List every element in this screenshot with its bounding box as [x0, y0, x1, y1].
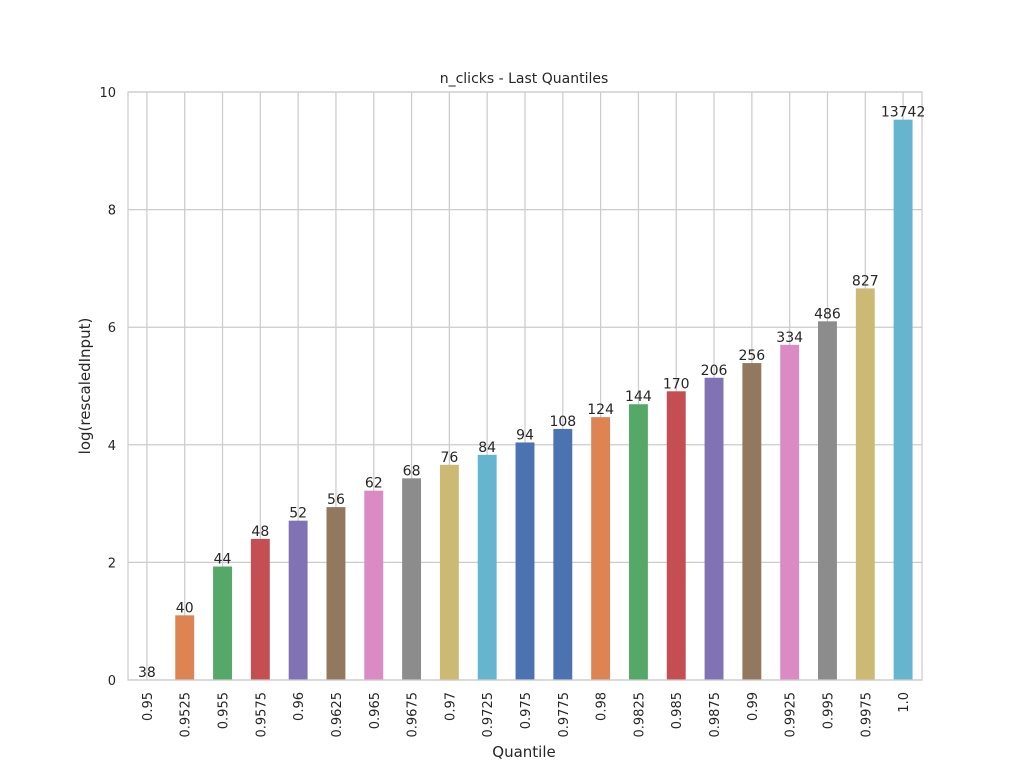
- x-tick-label: 0.9975: [859, 692, 874, 738]
- bar: [553, 428, 573, 680]
- bar: [402, 478, 422, 680]
- y-tick-label: 2: [108, 556, 116, 571]
- x-tick-label: 0.955: [217, 692, 232, 729]
- bar: [175, 615, 195, 680]
- bar: [326, 507, 346, 680]
- bar-value-label: 94: [516, 427, 534, 443]
- x-tick-label: 1.0: [897, 692, 912, 713]
- bar: [364, 490, 384, 680]
- x-tick-label: 0.9775: [557, 692, 572, 738]
- bar-value-label: 68: [403, 463, 421, 479]
- x-tick-label: 0.975: [519, 692, 534, 729]
- x-tick-label: 0.9625: [330, 692, 345, 738]
- bar-value-label: 62: [365, 476, 383, 492]
- bar-value-label: 334: [776, 330, 803, 346]
- x-tick-label: 0.99: [746, 692, 761, 721]
- bar-value-label: 144: [625, 389, 652, 405]
- bar: [213, 566, 232, 680]
- bar-value-labels: 38 40 44 48 52 56 62 68 76 84 94 108 124 144 170 206 256…: [138, 105, 925, 681]
- bar: [855, 288, 875, 680]
- y-axis-label: log(rescaledInput): [76, 318, 94, 455]
- chart-title: n_clicks - Last Quantiles: [440, 71, 609, 87]
- bar-value-label: 84: [478, 440, 496, 456]
- x-tick-label: 0.97: [443, 692, 458, 721]
- y-tick-label: 0: [108, 674, 116, 689]
- bar-value-label: 170: [663, 376, 690, 392]
- bar: [666, 391, 686, 680]
- bar-value-label: 40: [176, 600, 194, 616]
- bar-value-label: 13742: [881, 105, 926, 121]
- bar-value-label: 56: [327, 492, 345, 508]
- bar: [477, 454, 497, 680]
- bar-value-label: 256: [738, 348, 765, 364]
- x-tick-label: 0.96: [292, 692, 307, 721]
- x-axis-label: Quantile: [492, 743, 555, 761]
- bar: [742, 363, 762, 680]
- bar-value-label: 48: [251, 524, 269, 540]
- bar: [439, 464, 459, 680]
- bar: [780, 344, 800, 680]
- x-tick-label: 0.965: [368, 692, 383, 729]
- x-tick-label: 0.995: [821, 692, 836, 729]
- bar: [591, 417, 611, 680]
- bar-value-label: 44: [214, 552, 232, 568]
- x-tick-label: 0.985: [670, 692, 685, 729]
- bar: [818, 321, 837, 680]
- x-tick-label: 0.98: [595, 692, 610, 721]
- bar: [704, 377, 724, 680]
- bar-value-label: 124: [587, 402, 614, 418]
- x-tick-label: 0.9525: [179, 692, 194, 738]
- x-tick-label: 0.9875: [708, 692, 723, 738]
- y-tick-label: 8: [108, 204, 116, 219]
- bar-value-label: 76: [440, 450, 458, 466]
- bar-value-label: 206: [701, 363, 728, 379]
- bar: [628, 404, 648, 680]
- x-tick-label: 0.95: [141, 692, 156, 721]
- x-tick-label: 0.9725: [481, 692, 496, 738]
- y-tick-label: 4: [108, 439, 116, 454]
- x-tick-labels: 0.95 0.9525 0.955 0.9575 0.96 0.9625 0.965 0.96…: [141, 692, 912, 738]
- x-tick-label: 0.9925: [784, 692, 799, 738]
- bar-value-label: 38: [138, 665, 156, 681]
- x-tick-label: 0.9675: [406, 692, 421, 738]
- bar-value-label: 486: [814, 306, 841, 322]
- bar-value-label: 827: [852, 273, 879, 289]
- bar: [893, 119, 913, 681]
- y-tick-label: 10: [99, 86, 116, 101]
- bar: [250, 538, 270, 680]
- bar: [288, 520, 308, 680]
- bar: [515, 442, 535, 680]
- x-tick-label: 0.9825: [632, 692, 647, 738]
- bar-value-label: 108: [549, 414, 576, 430]
- x-tick-label: 0.9575: [254, 692, 269, 738]
- plot-frame: [127, 91, 923, 681]
- y-tick-label: 6: [108, 321, 116, 336]
- bars: [175, 119, 913, 681]
- y-tick-labels: 0 2 4 6 8 10: [99, 86, 116, 689]
- bar-value-label: 52: [289, 506, 307, 522]
